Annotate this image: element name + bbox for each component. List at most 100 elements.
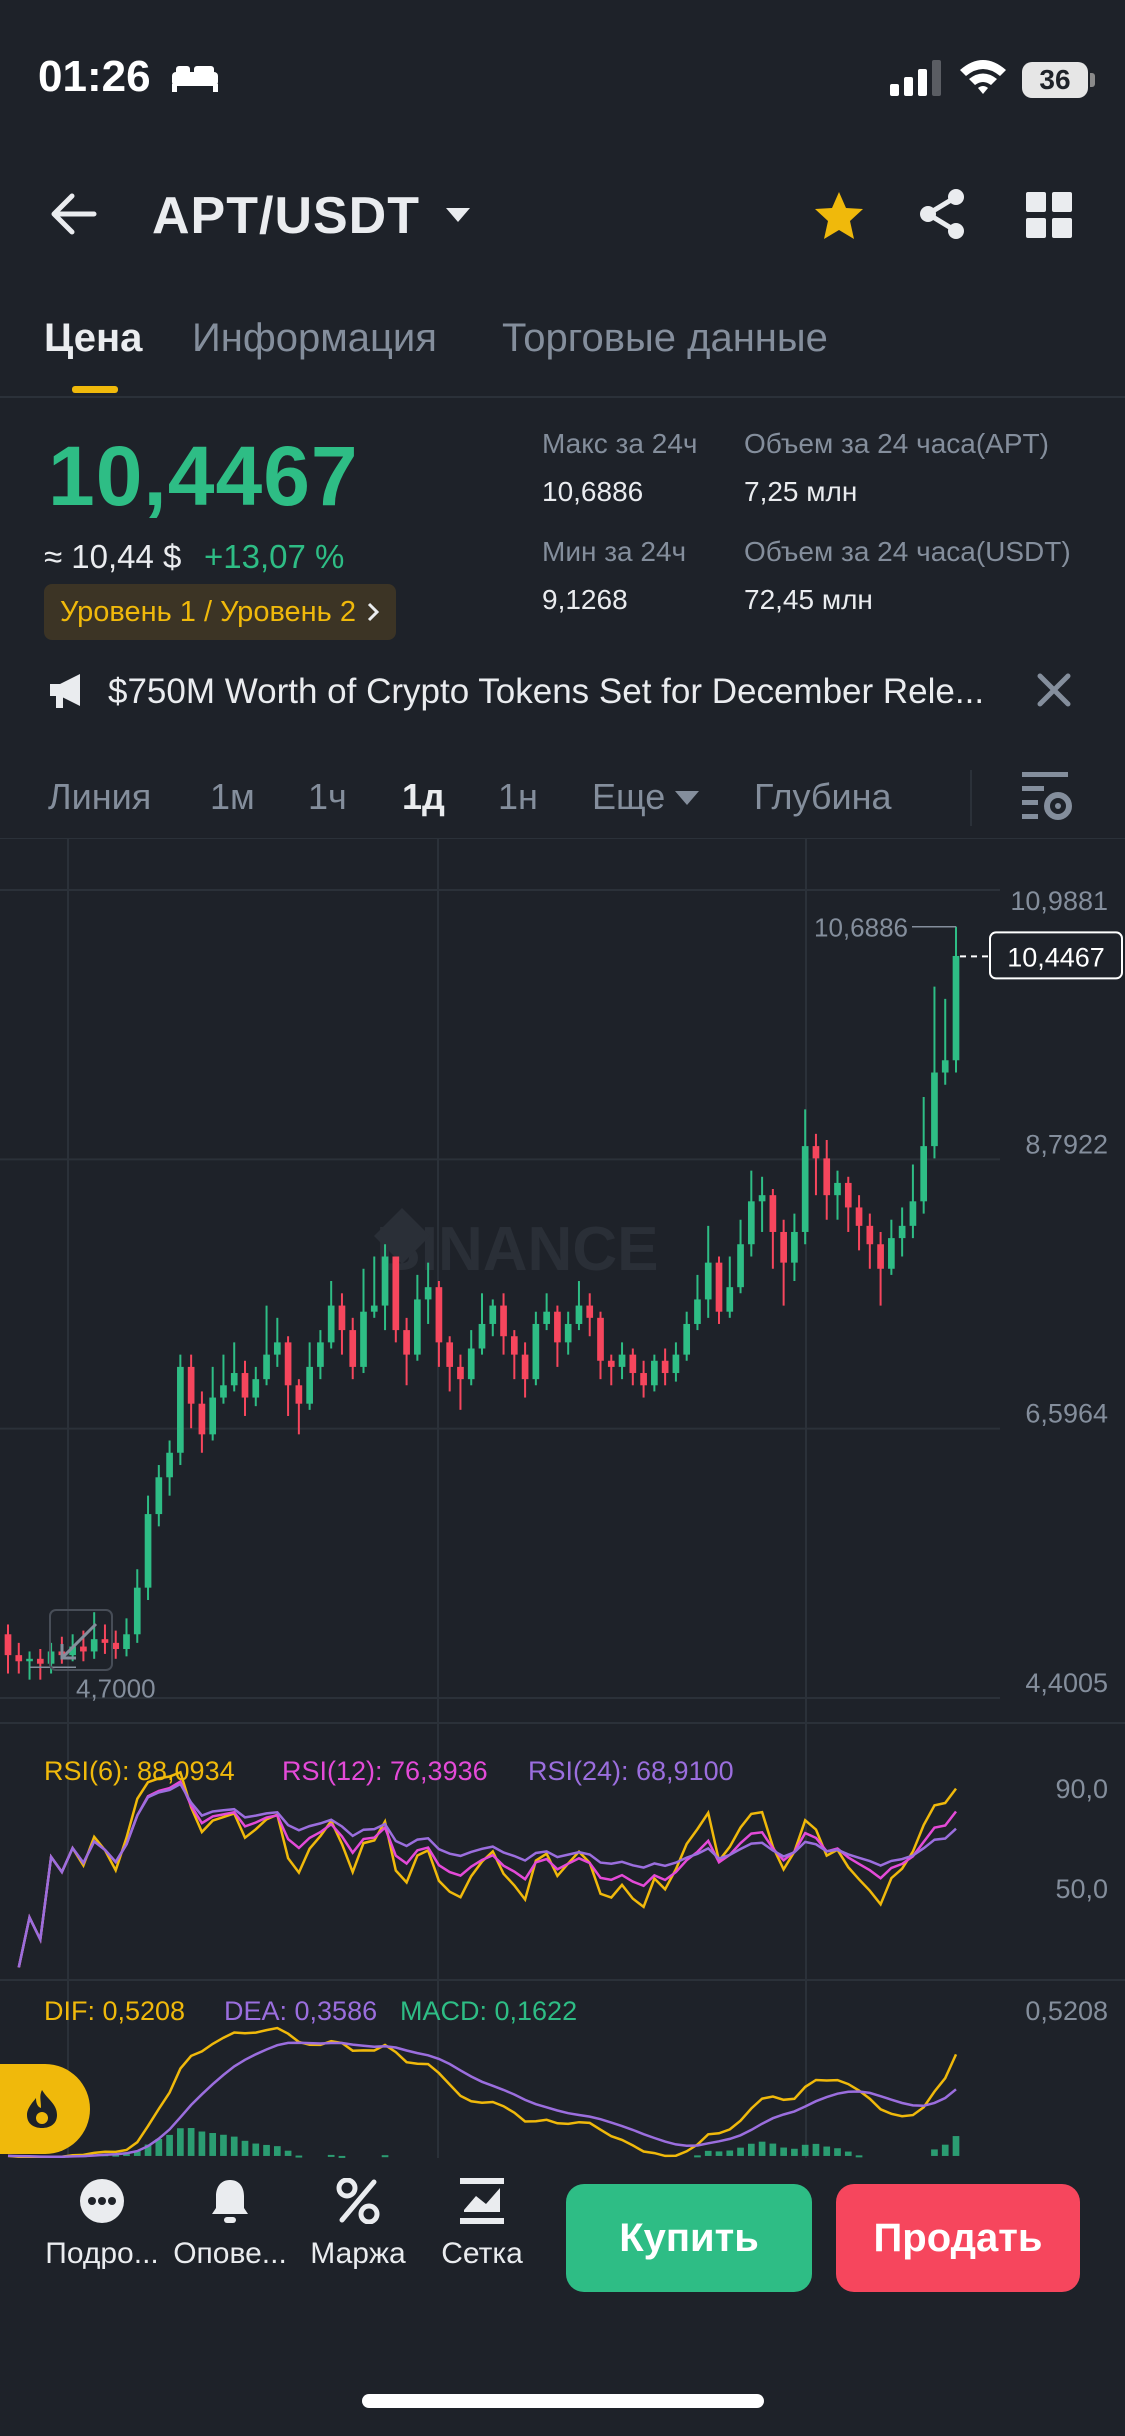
macd-histogram-bar — [338, 2155, 346, 2158]
grid-trading-button[interactable]: Сетка — [420, 2178, 544, 2271]
macd-histogram-bar — [166, 2134, 173, 2156]
status-time: 01:26 — [38, 52, 151, 101]
macd-histogram-bar — [177, 2128, 184, 2156]
candle-body — [349, 1330, 357, 1367]
stat-vol-usdt-value: 72,45 млн — [744, 584, 873, 615]
candle-body — [769, 1195, 777, 1232]
tabs-divider — [0, 396, 1125, 398]
alerts-button[interactable]: Опове... — [168, 2178, 292, 2271]
sell-button[interactable]: Продать — [836, 2184, 1080, 2292]
candle-body — [564, 1323, 572, 1343]
candle-body — [877, 1244, 884, 1269]
tf-line[interactable]: Линия — [48, 776, 152, 817]
macd-dif-line — [7, 2026, 958, 2158]
candle-body — [252, 1379, 260, 1398]
tf-1w[interactable]: 1н — [498, 776, 538, 817]
tf-depth[interactable]: Глубина — [754, 776, 892, 817]
macd-dea-line — [7, 2041, 957, 2158]
stat-vol-usdt-label: Объем за 24 часа(USDT) — [744, 536, 1071, 567]
candle-body — [737, 1244, 744, 1288]
tab-price[interactable]: Цена — [44, 316, 143, 360]
cellular-signal-icon — [890, 60, 941, 96]
stat-vol-apt-label: Объем за 24 часа(APT) — [744, 428, 1049, 459]
more-details-label: Подро... — [45, 2237, 159, 2270]
tf-more[interactable]: Еще — [592, 776, 666, 817]
candle-body — [467, 1348, 475, 1380]
last-price-tag — [989, 931, 1123, 980]
candle-body — [661, 1360, 669, 1374]
candle-body — [510, 1336, 518, 1355]
candle-body — [575, 1305, 583, 1324]
pair-title[interactable]: APT/USDT — [152, 187, 420, 245]
macd-axis-label: 0,5208 — [1025, 1996, 1108, 2026]
macd-histogram-bar — [155, 2138, 163, 2156]
home-indicator — [362, 2394, 764, 2408]
candle-body — [155, 1477, 163, 1515]
candle-body — [273, 1342, 281, 1355]
last-price: 10,4467 — [48, 429, 359, 523]
candle-body — [844, 1182, 852, 1208]
candle-body — [446, 1342, 454, 1367]
candle-body — [618, 1354, 626, 1367]
candle-body — [457, 1366, 464, 1380]
candle-body — [651, 1360, 658, 1386]
rsi-line — [17, 1779, 957, 1968]
tab-trading-data[interactable]: Торговые данные — [502, 316, 828, 360]
watermark-text: BINANCE — [376, 1215, 658, 1284]
y-axis-label: 10,9881 — [1010, 886, 1108, 916]
macd-histogram-bar — [295, 2155, 303, 2158]
candle-body — [36, 1658, 44, 1664]
candle-body — [414, 1299, 421, 1355]
favorite-star-icon[interactable] — [812, 190, 866, 242]
candle-body — [607, 1360, 615, 1367]
alerts-label: Опове... — [173, 2237, 287, 2270]
stat-vol-apt-value: 7,25 млн — [744, 476, 858, 507]
candle-body — [317, 1342, 324, 1367]
candle-body — [952, 956, 960, 1061]
level-badge[interactable]: Уровень 1 / Уровень 2 — [44, 584, 396, 640]
buy-button[interactable]: Купить — [566, 2184, 812, 2292]
macd-histogram-bar — [112, 2154, 120, 2157]
macd-label: DEA: 0,3586 — [224, 1996, 377, 2026]
more-dropdown-icon[interactable] — [674, 790, 700, 806]
price-change: +13,07 % — [204, 538, 345, 575]
low-label: 4,7000 — [76, 1673, 156, 1703]
back-arrow-icon[interactable] — [48, 192, 98, 236]
battery-tip — [1090, 73, 1095, 87]
macd-histogram-bar — [198, 2131, 206, 2156]
news-ticker[interactable]: $750M Worth of Crypto Tokens Set for Dec… — [108, 672, 985, 711]
rsi-axis-label: 90,0 — [1055, 1774, 1108, 1804]
candle-body — [435, 1287, 443, 1343]
tab-info[interactable]: Информация — [192, 316, 437, 360]
price-chart[interactable]: 10,9881 8,7922 6,5964 4,4005 BINANCE 10,6886 4… — [0, 838, 1125, 2158]
candle-body — [392, 1256, 400, 1331]
status-bar: 01:26 36 — [0, 0, 1125, 160]
candle-body — [177, 1366, 184, 1453]
candle-body — [166, 1452, 173, 1478]
chart-settings-icon[interactable] — [1022, 770, 1072, 822]
sleep-focus-icon — [172, 66, 218, 92]
candle-body — [69, 1646, 76, 1656]
margin-button[interactable]: Маржа — [296, 2177, 420, 2271]
macd-histogram-bar — [844, 2151, 852, 2156]
pair-dropdown-icon[interactable] — [444, 206, 472, 224]
macd-histogram-bar — [747, 2143, 755, 2156]
candle-body — [360, 1311, 367, 1367]
margin-label: Маржа — [310, 2237, 406, 2270]
tf-1h[interactable]: 1ч — [308, 776, 347, 817]
more-details-button[interactable]: Подро... — [40, 2178, 164, 2271]
layout-grid-icon[interactable] — [1026, 192, 1072, 238]
candle-body — [144, 1514, 152, 1588]
close-icon[interactable] — [1036, 672, 1072, 708]
macd-histogram-bar — [769, 2143, 777, 2156]
macd-histogram-bar — [252, 2143, 260, 2156]
candle-body — [532, 1323, 540, 1380]
timeframe-separator — [970, 770, 972, 826]
candle-body — [478, 1323, 486, 1349]
floating-action-button[interactable] — [0, 2064, 90, 2154]
share-icon[interactable] — [918, 188, 966, 240]
candle-body — [780, 1231, 787, 1263]
macd-histogram-bar — [273, 2146, 281, 2156]
tf-1m[interactable]: 1м — [210, 776, 255, 817]
tf-1d[interactable]: 1д — [402, 776, 445, 817]
